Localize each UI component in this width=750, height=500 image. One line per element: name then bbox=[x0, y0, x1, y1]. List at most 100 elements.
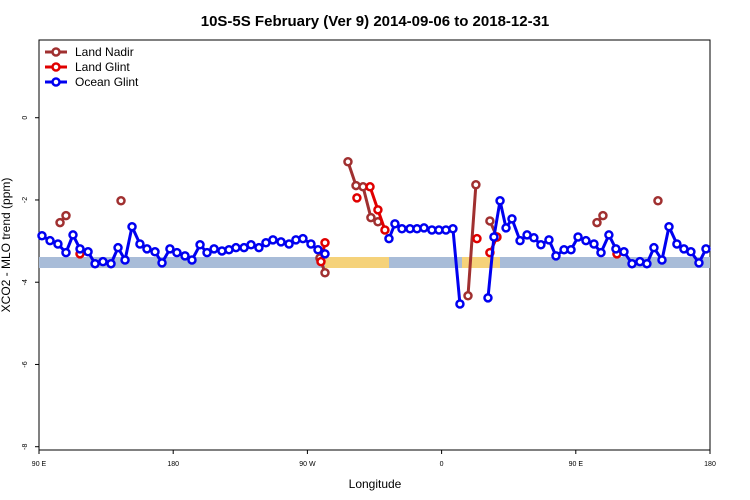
point bbox=[471, 180, 481, 190]
point bbox=[75, 244, 85, 254]
point bbox=[320, 237, 330, 248]
point bbox=[384, 233, 394, 244]
point bbox=[268, 235, 278, 245]
point bbox=[254, 242, 264, 253]
point bbox=[343, 156, 353, 167]
point bbox=[106, 258, 116, 269]
point bbox=[83, 247, 93, 257]
point bbox=[507, 214, 517, 224]
point bbox=[419, 223, 429, 233]
point bbox=[701, 244, 711, 254]
point bbox=[694, 258, 704, 268]
point bbox=[455, 299, 465, 309]
point bbox=[642, 258, 652, 269]
series bbox=[37, 196, 711, 309]
point bbox=[142, 244, 152, 254]
x-tick-label: 180 bbox=[704, 461, 716, 468]
point bbox=[489, 232, 499, 242]
point bbox=[390, 219, 400, 229]
legend-marker bbox=[51, 77, 61, 87]
plot-frame bbox=[38, 39, 711, 451]
point bbox=[316, 256, 326, 267]
point bbox=[380, 225, 390, 235]
point bbox=[672, 239, 682, 249]
point bbox=[598, 210, 608, 221]
point bbox=[187, 255, 197, 265]
point bbox=[68, 230, 78, 240]
point bbox=[515, 235, 525, 246]
point bbox=[90, 258, 100, 269]
point bbox=[589, 239, 599, 249]
point bbox=[276, 237, 286, 247]
point bbox=[664, 221, 674, 232]
point bbox=[495, 196, 505, 206]
legend-label: Land Glint bbox=[75, 60, 130, 74]
point bbox=[366, 212, 376, 223]
y-axis-label: XCO2 - MLO trend (ppm) bbox=[0, 178, 13, 313]
point bbox=[165, 244, 175, 254]
point bbox=[536, 240, 546, 250]
point bbox=[298, 233, 308, 244]
legend-label: Land Nadir bbox=[75, 45, 134, 59]
point bbox=[581, 235, 591, 246]
point bbox=[592, 217, 602, 228]
point bbox=[448, 224, 458, 234]
point bbox=[313, 244, 323, 255]
point bbox=[231, 242, 241, 253]
land-band bbox=[462, 257, 500, 268]
y-tick-label: 0 bbox=[22, 116, 29, 120]
point bbox=[61, 210, 71, 221]
legend-marker bbox=[51, 47, 61, 57]
x-tick-label: 90 E bbox=[569, 461, 584, 468]
point bbox=[320, 249, 330, 259]
point bbox=[202, 247, 212, 258]
series bbox=[57, 158, 662, 299]
land-band bbox=[325, 257, 389, 268]
point bbox=[573, 232, 583, 242]
point bbox=[501, 223, 511, 233]
point bbox=[529, 233, 539, 243]
point bbox=[544, 235, 554, 245]
chart-title: 10S-5S February (Ver 9) 2014-09-06 to 20… bbox=[201, 13, 550, 30]
point bbox=[686, 247, 696, 257]
point bbox=[150, 247, 160, 257]
point bbox=[135, 239, 145, 249]
series-line bbox=[60, 162, 658, 296]
point bbox=[596, 247, 606, 258]
x-axis-label: Longitude bbox=[349, 477, 402, 491]
point bbox=[157, 258, 167, 268]
point bbox=[649, 242, 659, 253]
point bbox=[37, 230, 47, 241]
point bbox=[320, 268, 330, 278]
point bbox=[127, 221, 137, 232]
legend-label: Ocean Glint bbox=[75, 75, 139, 89]
point bbox=[284, 239, 294, 249]
point bbox=[619, 247, 629, 257]
point bbox=[483, 293, 493, 303]
point bbox=[627, 258, 637, 269]
point bbox=[120, 255, 130, 265]
point bbox=[98, 256, 108, 267]
point bbox=[306, 239, 316, 249]
point bbox=[209, 244, 219, 254]
point bbox=[604, 230, 614, 240]
y-tick-label: -8 bbox=[22, 443, 29, 449]
point bbox=[463, 291, 473, 301]
point bbox=[653, 196, 663, 206]
point bbox=[352, 193, 362, 203]
point bbox=[61, 247, 71, 258]
surface-band bbox=[39, 257, 710, 268]
point bbox=[116, 196, 126, 206]
point bbox=[172, 247, 182, 258]
point bbox=[472, 233, 482, 244]
point bbox=[485, 216, 495, 226]
x-tick-label: 180 bbox=[167, 461, 179, 468]
x-tick-label: 0 bbox=[440, 461, 444, 468]
point bbox=[195, 240, 205, 250]
x-tick-label: 90 E bbox=[32, 461, 47, 468]
point bbox=[566, 244, 576, 255]
legend-marker bbox=[51, 62, 61, 72]
y-tick-label: -6 bbox=[22, 361, 29, 367]
x-tick-label: 90 W bbox=[299, 461, 316, 468]
